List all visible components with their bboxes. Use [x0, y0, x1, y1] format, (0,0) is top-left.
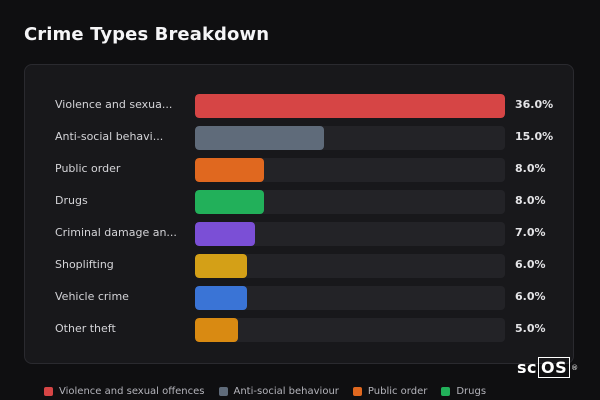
- bar[interactable]: [195, 158, 264, 182]
- bar-row: Violence and sexua... 36.0%: [25, 94, 573, 118]
- bar-row: Criminal damage an... 7.0%: [25, 222, 573, 246]
- chart-legend: Violence and sexual offences Anti-social …: [44, 386, 486, 397]
- value-label: 5.0%: [515, 322, 546, 335]
- legend-item[interactable]: Anti-social behaviour: [218, 386, 339, 397]
- bar-track: [195, 286, 505, 310]
- bar[interactable]: [195, 94, 505, 118]
- brand-logo: sc OS ®: [517, 357, 579, 378]
- bar[interactable]: [195, 222, 255, 246]
- legend-label: Public order: [367, 386, 428, 397]
- value-label: 8.0%: [515, 162, 546, 175]
- value-label: 6.0%: [515, 290, 546, 303]
- bar[interactable]: [195, 254, 247, 278]
- chart-title: Crime Types Breakdown: [24, 24, 270, 45]
- legend-label: Violence and sexual offences: [59, 386, 205, 397]
- value-label: 8.0%: [515, 194, 546, 207]
- legend-swatch: [44, 387, 53, 396]
- legend-swatch: [352, 387, 362, 396]
- bar[interactable]: [195, 286, 247, 310]
- category-label: Shoplifting: [55, 258, 114, 271]
- value-label: 15.0%: [515, 130, 554, 143]
- category-label: Vehicle crime: [55, 290, 129, 303]
- value-label: 7.0%: [515, 226, 546, 239]
- bar-track: [195, 318, 505, 342]
- bar-row: Anti-social behavi... 15.0%: [25, 126, 573, 150]
- bar-row: Other theft 5.0%: [25, 318, 573, 342]
- category-label: Other theft: [55, 322, 116, 335]
- value-label: 36.0%: [515, 98, 554, 111]
- bar-track: [195, 190, 505, 214]
- bar-track: [195, 158, 505, 182]
- bar-row: Vehicle crime 6.0%: [25, 286, 573, 310]
- category-label: Anti-social behavi...: [55, 130, 164, 143]
- category-label: Criminal damage an...: [55, 226, 177, 239]
- category-label: Drugs: [55, 194, 88, 207]
- bar-track: [195, 94, 505, 118]
- legend-item[interactable]: Violence and sexual offences: [44, 386, 205, 397]
- bar-row: Shoplifting 6.0%: [25, 254, 573, 278]
- value-label: 6.0%: [515, 258, 546, 271]
- bar[interactable]: [195, 190, 264, 214]
- legend-item[interactable]: Drugs: [441, 386, 486, 397]
- bar-track: [195, 222, 505, 246]
- legend-label: Anti-social behaviour: [233, 386, 339, 397]
- bar-track: [195, 254, 505, 278]
- chart-card: Violence and sexua... 36.0% Anti-social be…: [24, 64, 574, 364]
- bar-row: Drugs 8.0%: [25, 190, 573, 214]
- bar-track: [195, 126, 505, 150]
- category-label: Public order: [55, 162, 121, 175]
- legend-label: Drugs: [456, 386, 487, 397]
- legend-swatch: [441, 387, 451, 396]
- bar-row: Public order 8.0%: [25, 158, 573, 182]
- bar[interactable]: [195, 126, 324, 150]
- legend-item[interactable]: Public order: [352, 386, 428, 397]
- category-label: Violence and sexua...: [55, 98, 173, 111]
- bar[interactable]: [195, 318, 238, 342]
- legend-swatch: [218, 387, 228, 396]
